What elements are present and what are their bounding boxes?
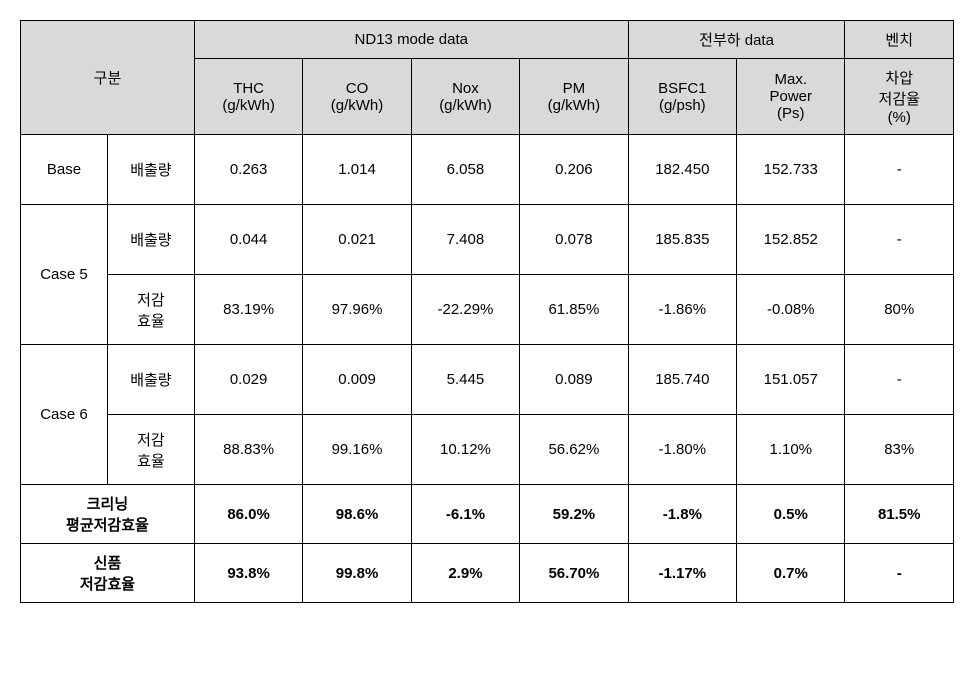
row-label-new-reduction: 신품저감효율: [21, 544, 195, 603]
cell-case5r-thc: 83.19%: [194, 275, 302, 345]
cell-case6e-nox: 5.445: [411, 345, 519, 415]
row-sublabel-reduction: 저감효율: [107, 415, 194, 485]
table-row: Case 6 배출량 0.029 0.009 5.445 0.089 185.7…: [21, 345, 954, 415]
table-row: Base 배출량 0.263 1.014 6.058 0.206 182.450…: [21, 135, 954, 205]
cell-case6e-chap: -: [845, 345, 954, 415]
row-label-case5: Case 5: [21, 205, 108, 345]
cell-case6e-thc: 0.029: [194, 345, 302, 415]
header-benchi: 벤치: [845, 21, 954, 59]
cell-case5e-chap: -: [845, 205, 954, 275]
cell-clean-thc: 86.0%: [194, 485, 302, 544]
cell-base-co: 1.014: [303, 135, 411, 205]
cell-new-thc: 93.8%: [194, 544, 302, 603]
header-chap: 차압저감율(%): [845, 59, 954, 135]
cell-case6r-bsfc1: -1.80%: [628, 415, 736, 485]
cell-case6e-co: 0.009: [303, 345, 411, 415]
row-label-case6: Case 6: [21, 345, 108, 485]
cell-case5r-pm: 61.85%: [520, 275, 628, 345]
cell-case6r-maxpower: 1.10%: [737, 415, 845, 485]
header-pm: PM(g/kWh): [520, 59, 628, 135]
cell-case6r-co: 99.16%: [303, 415, 411, 485]
cell-case6r-thc: 88.83%: [194, 415, 302, 485]
row-sublabel-emission: 배출량: [107, 345, 194, 415]
cell-case5e-thc: 0.044: [194, 205, 302, 275]
cell-new-chap: -: [845, 544, 954, 603]
cell-new-bsfc1: -1.17%: [628, 544, 736, 603]
cell-base-bsfc1: 182.450: [628, 135, 736, 205]
cell-case5e-pm: 0.078: [520, 205, 628, 275]
cell-new-pm: 56.70%: [520, 544, 628, 603]
cell-clean-nox: -6.1%: [411, 485, 519, 544]
cell-case5e-co: 0.021: [303, 205, 411, 275]
cell-base-pm: 0.206: [520, 135, 628, 205]
cell-case6r-chap: 83%: [845, 415, 954, 485]
header-maxpower: Max.Power(Ps): [737, 59, 845, 135]
cell-clean-co: 98.6%: [303, 485, 411, 544]
header-group: 구분: [21, 21, 195, 135]
cell-base-nox: 6.058: [411, 135, 519, 205]
row-label-cleaning-avg: 크리닝평균저감효율: [21, 485, 195, 544]
cell-new-nox: 2.9%: [411, 544, 519, 603]
cell-case6e-maxpower: 151.057: [737, 345, 845, 415]
row-label-base: Base: [21, 135, 108, 205]
header-nox: Nox(g/kWh): [411, 59, 519, 135]
cell-case5e-maxpower: 152.852: [737, 205, 845, 275]
cell-clean-maxpower: 0.5%: [737, 485, 845, 544]
cell-new-maxpower: 0.7%: [737, 544, 845, 603]
cell-case5r-maxpower: -0.08%: [737, 275, 845, 345]
cell-base-maxpower: 152.733: [737, 135, 845, 205]
header-thc: THC(g/kWh): [194, 59, 302, 135]
cell-case6e-pm: 0.089: [520, 345, 628, 415]
cell-case5r-chap: 80%: [845, 275, 954, 345]
cell-base-thc: 0.263: [194, 135, 302, 205]
table-row: 신품저감효율 93.8% 99.8% 2.9% 56.70% -1.17% 0.…: [21, 544, 954, 603]
cell-case5r-co: 97.96%: [303, 275, 411, 345]
header-jeonbuha: 전부하 data: [628, 21, 845, 59]
header-nd13: ND13 mode data: [194, 21, 628, 59]
cell-case6r-pm: 56.62%: [520, 415, 628, 485]
header-co: CO(g/kWh): [303, 59, 411, 135]
cell-base-chap: -: [845, 135, 954, 205]
cell-clean-bsfc1: -1.8%: [628, 485, 736, 544]
table-row: 크리닝평균저감효율 86.0% 98.6% -6.1% 59.2% -1.8% …: [21, 485, 954, 544]
table-row: 저감효율 83.19% 97.96% -22.29% 61.85% -1.86%…: [21, 275, 954, 345]
row-sublabel-reduction: 저감효율: [107, 275, 194, 345]
cell-case5r-bsfc1: -1.86%: [628, 275, 736, 345]
cell-case6e-bsfc1: 185.740: [628, 345, 736, 415]
table-row: Case 5 배출량 0.044 0.021 7.408 0.078 185.8…: [21, 205, 954, 275]
cell-new-co: 99.8%: [303, 544, 411, 603]
cell-case5r-nox: -22.29%: [411, 275, 519, 345]
row-sublabel-emission: 배출량: [107, 135, 194, 205]
header-bsfc1: BSFC1(g/psh): [628, 59, 736, 135]
cell-case6r-nox: 10.12%: [411, 415, 519, 485]
row-sublabel-emission: 배출량: [107, 205, 194, 275]
table-row: 저감효율 88.83% 99.16% 10.12% 56.62% -1.80% …: [21, 415, 954, 485]
cell-clean-pm: 59.2%: [520, 485, 628, 544]
cell-case5e-bsfc1: 185.835: [628, 205, 736, 275]
cell-clean-chap: 81.5%: [845, 485, 954, 544]
data-table: 구분 ND13 mode data 전부하 data 벤치 THC(g/kWh)…: [20, 20, 954, 603]
cell-case5e-nox: 7.408: [411, 205, 519, 275]
